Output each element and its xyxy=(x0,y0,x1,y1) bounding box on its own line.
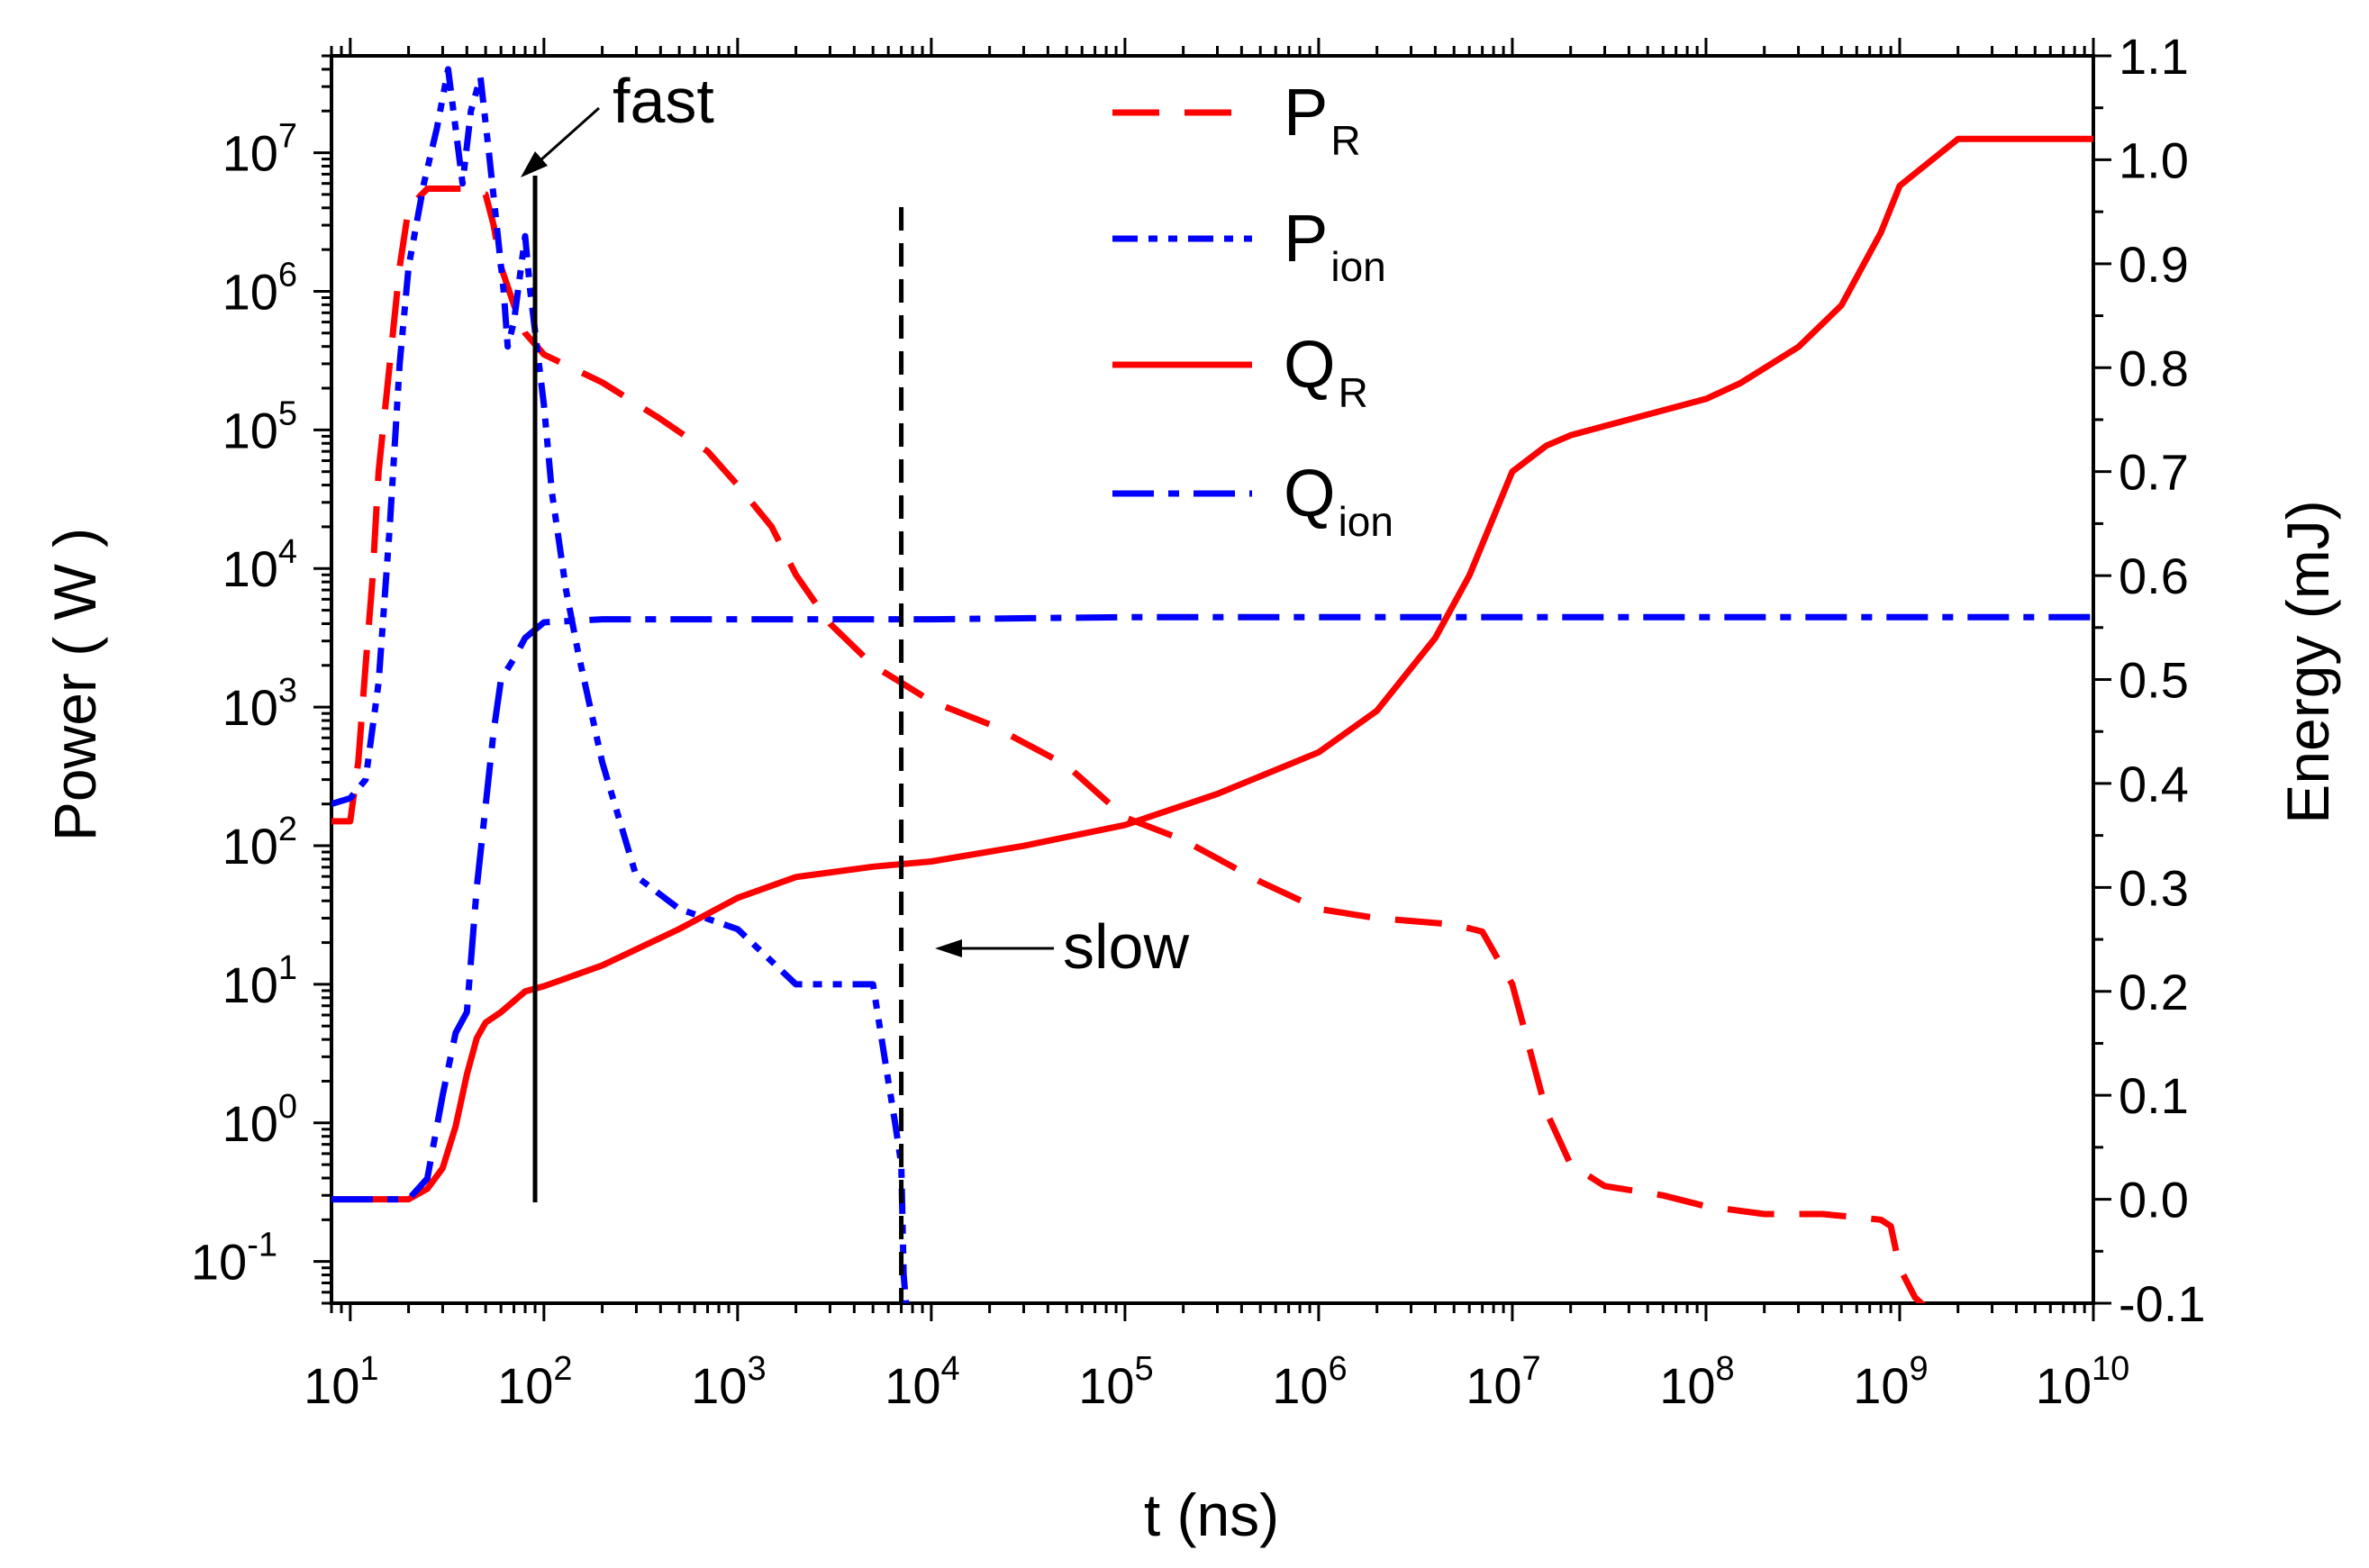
y-left-tick-label: 103 xyxy=(222,672,297,736)
slow-arrow-head-icon xyxy=(935,939,962,957)
y-right-tick-label: 1.1 xyxy=(2119,28,2189,85)
y-right-tick-label: 0.9 xyxy=(2119,236,2189,293)
y-right-tick-label: -0.1 xyxy=(2119,1275,2206,1332)
series-q-r-line xyxy=(331,135,2093,1203)
x-tick-label: 109 xyxy=(1853,1350,1928,1414)
fast-annotation-label: fast xyxy=(613,66,714,136)
y-right-tick-label: 0.2 xyxy=(2119,964,2189,1020)
series-q-ion-line xyxy=(331,613,2093,1203)
y-left-tick-label: 101 xyxy=(222,949,297,1013)
y-right-tick-label: 0.6 xyxy=(2119,548,2189,604)
legend-label-q-r: QR xyxy=(1284,327,1368,416)
y-right-tick-label: 0.3 xyxy=(2119,859,2189,916)
series-p-ion-line xyxy=(331,66,910,1303)
legend: PR Pion QR Qion xyxy=(1112,75,1393,545)
legend-label-p-r: PR xyxy=(1284,75,1361,164)
x-tick-label: 101 xyxy=(304,1350,378,1414)
y-right-tick-label: 1.0 xyxy=(2119,131,2189,188)
tick-labels: 101 102 103 104 105 106 107 108 109 1010 10-1 100 10… xyxy=(191,28,2206,1414)
x-tick-label: 108 xyxy=(1659,1350,1734,1414)
y-right-tick-label: 0.1 xyxy=(2119,1067,2189,1124)
y-left-tick-label: 10-1 xyxy=(191,1227,277,1291)
x-tick-label: 102 xyxy=(497,1350,572,1414)
y-axis-left-title: Power ( W ) xyxy=(41,528,108,841)
series-layer xyxy=(331,66,2093,1303)
x-tick-label: 104 xyxy=(885,1350,959,1414)
y-right-tick-label: 0.4 xyxy=(2119,756,2189,812)
y-left-tick-label: 102 xyxy=(222,811,297,875)
y-axis-right-title: Energy (mJ) xyxy=(2274,500,2341,823)
slow-annotation-label: slow xyxy=(1063,911,1189,982)
fast-arrow-head-icon xyxy=(521,151,548,177)
x-axis-title: t (ns) xyxy=(1144,1482,1279,1548)
x-tick-label: 1010 xyxy=(2036,1350,2130,1414)
x-tick-label: 103 xyxy=(691,1350,766,1414)
x-tick-label: 106 xyxy=(1272,1350,1347,1414)
legend-label-p-ion: Pion xyxy=(1284,201,1386,290)
y-left-tick-label: 106 xyxy=(222,256,297,320)
x-tick-label: 107 xyxy=(1466,1350,1540,1414)
y-right-tick-label: 0.0 xyxy=(2119,1172,2189,1228)
y-right-tick-label: 0.7 xyxy=(2119,444,2189,501)
fast-annotation-arrow xyxy=(540,106,600,162)
y-left-tick-label: 100 xyxy=(222,1088,297,1152)
tick-marks xyxy=(313,38,2111,1321)
series-p-r-line xyxy=(331,186,1927,1303)
y-left-tick-label: 105 xyxy=(222,394,297,458)
legend-label-q-ion: Qion xyxy=(1284,456,1393,545)
x-tick-label: 105 xyxy=(1078,1350,1153,1414)
plot-area xyxy=(330,54,2095,1305)
y-right-tick-label: 0.8 xyxy=(2119,340,2189,396)
y-left-tick-label: 107 xyxy=(222,118,297,182)
y-right-tick-label: 0.5 xyxy=(2119,652,2189,709)
y-left-tick-label: 104 xyxy=(222,533,297,597)
